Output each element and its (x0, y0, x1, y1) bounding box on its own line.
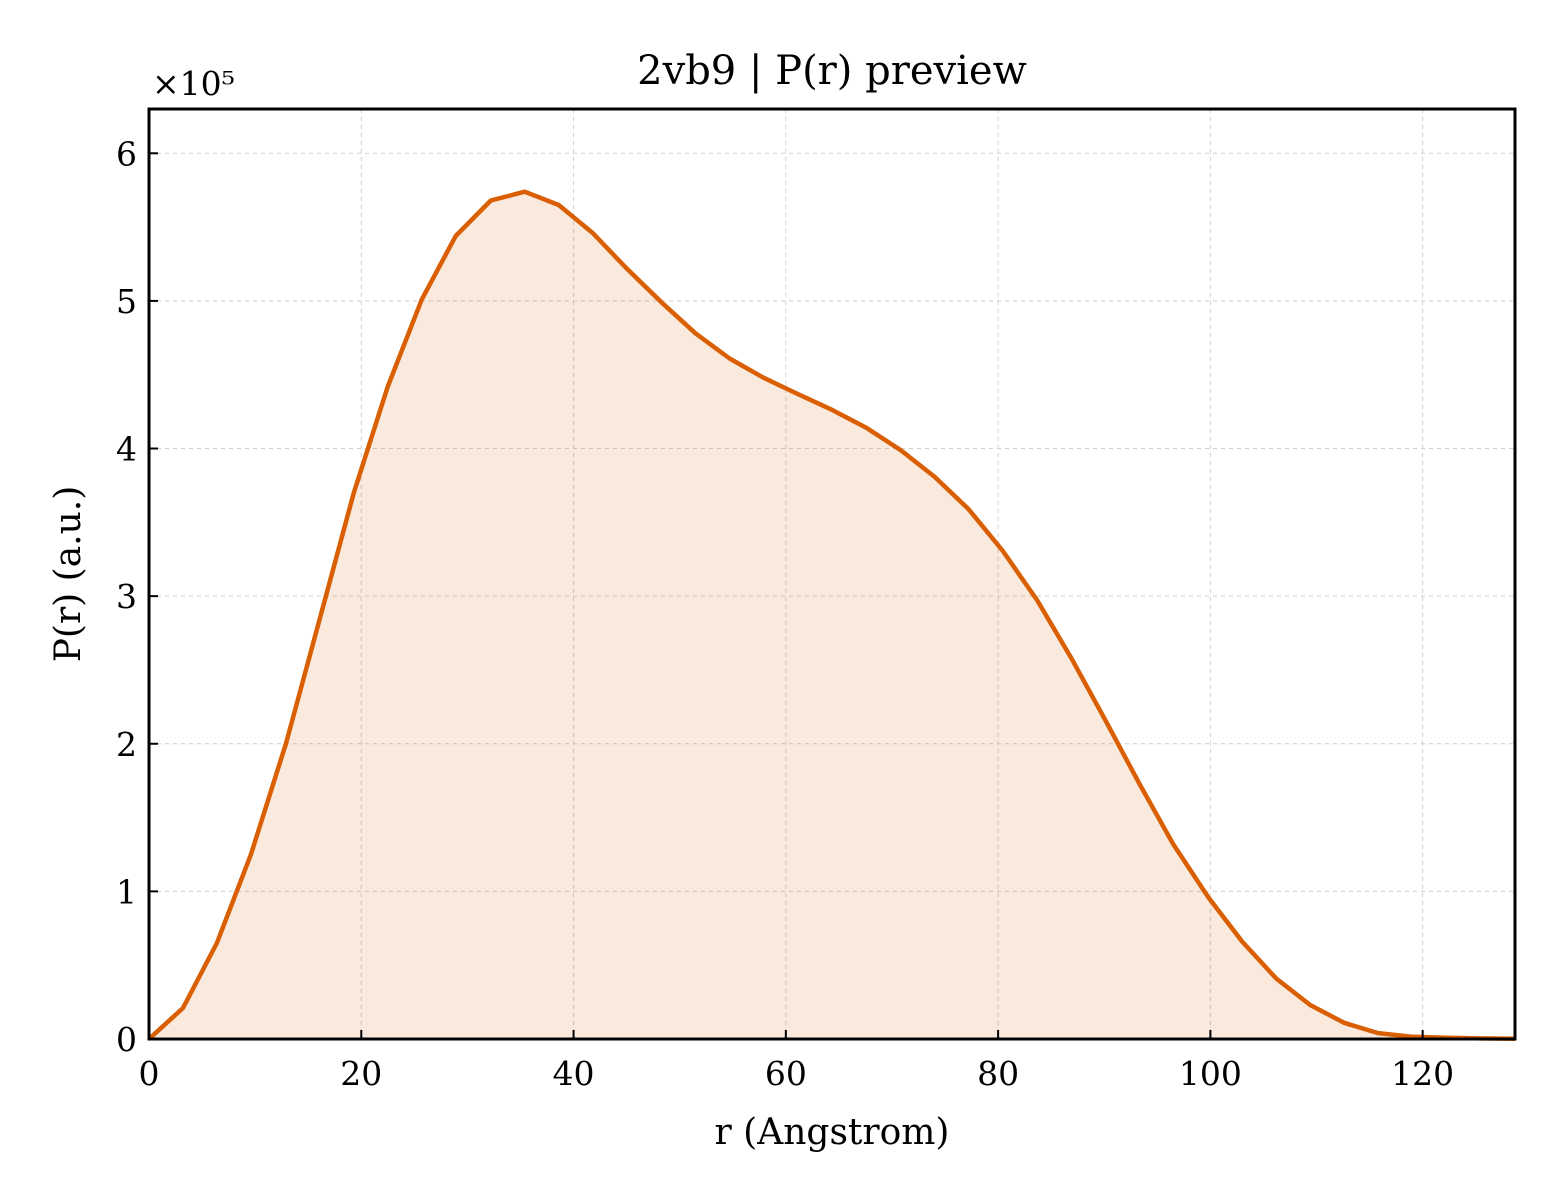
x-tick-label: 100 (1179, 1054, 1242, 1093)
y-tick-labels: 0 1 2 3 4 5 6 (116, 134, 137, 1059)
y-tick-label: 2 (116, 725, 137, 764)
x-tick-label: 0 (139, 1054, 160, 1093)
x-tick-label: 20 (340, 1054, 382, 1093)
y-axis-label: P(r) (a.u.) (48, 486, 89, 663)
grid (149, 109, 1515, 1039)
pr-area (149, 191, 1515, 1039)
y-tick-label: 1 (116, 872, 137, 911)
x-axis-label: r (Angstrom) (715, 1112, 950, 1153)
pr-line (147, 189, 1516, 1041)
x-tick-label: 80 (977, 1054, 1019, 1093)
x-tick-label: 60 (765, 1054, 807, 1093)
y-tick-label: 4 (116, 430, 137, 469)
y-tick-label: 6 (116, 134, 137, 173)
y-tick-label: 5 (116, 282, 137, 321)
y-scale-label: ×10⁵ (152, 64, 235, 103)
plot-frame (147, 107, 1517, 1041)
y-tick-label: 0 (116, 1020, 137, 1059)
x-tick-label: 40 (553, 1054, 595, 1093)
chart-title: 2vb9 | P(r) preview (637, 48, 1027, 94)
y-tick-label: 3 (116, 577, 137, 616)
x-tick-label: 120 (1391, 1054, 1454, 1093)
x-tick-labels: 0 20 40 60 80 100 120 (139, 1054, 1455, 1093)
